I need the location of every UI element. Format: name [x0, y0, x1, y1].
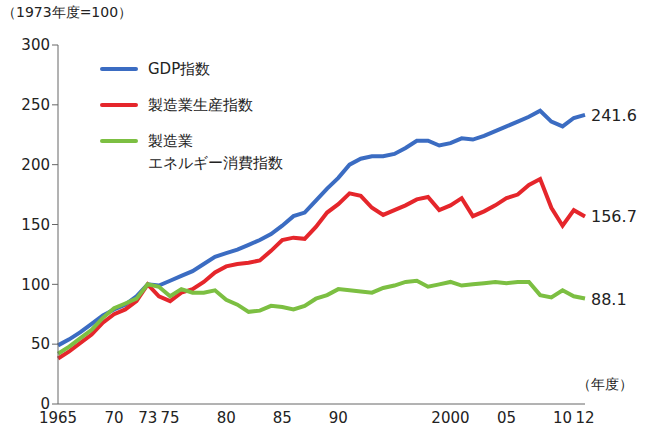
svg-text:156.7: 156.7 — [591, 207, 637, 226]
svg-text:200: 200 — [21, 156, 50, 174]
svg-text:2000: 2000 — [431, 409, 469, 427]
svg-text:70: 70 — [105, 409, 124, 427]
svg-text:300: 300 — [21, 36, 50, 54]
html-text:製造業 エネルギー消費指数: 製造業 エネルギー消費指数 — [148, 132, 283, 172]
html-text:製造業生産指数: 製造業生産指数 — [148, 96, 253, 114]
svg-text:88.1: 88.1 — [591, 290, 627, 309]
svg-text:150: 150 — [21, 216, 50, 234]
html-text:（年度）: （年度） — [577, 376, 633, 392]
svg-text:0: 0 — [40, 395, 50, 413]
svg-text:90: 90 — [329, 409, 348, 427]
svg-text:73: 73 — [138, 409, 157, 427]
svg-text:10: 10 — [553, 409, 572, 427]
svg-text:85: 85 — [273, 409, 292, 427]
svg-text:12: 12 — [575, 409, 594, 427]
svg-text:05: 05 — [497, 409, 516, 427]
svg-text:1965: 1965 — [38, 408, 78, 427]
svg-text:250: 250 — [21, 96, 50, 114]
svg-text:50: 50 — [31, 335, 50, 353]
html-text:（1973年度=100）: （1973年度=100） — [2, 4, 133, 20]
svg-text:80: 80 — [217, 409, 236, 427]
svg-text:241.6: 241.6 — [591, 106, 637, 125]
svg-text:100: 100 — [21, 276, 50, 294]
html-text:GDP指数: GDP指数 — [148, 60, 211, 78]
svg-text:75: 75 — [161, 409, 180, 427]
